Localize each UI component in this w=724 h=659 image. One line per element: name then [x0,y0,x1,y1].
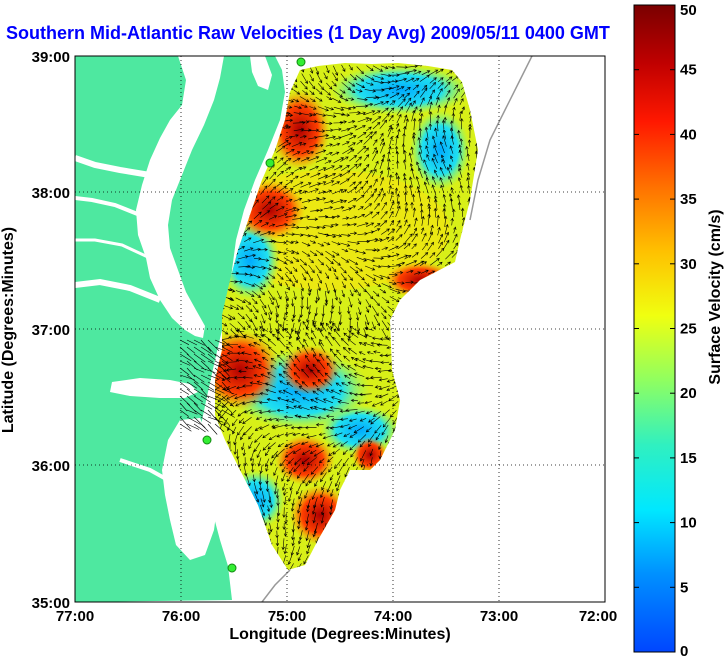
colorbar-label: Surface Velocity (cm/s) [707,209,724,384]
colorbar [633,4,676,653]
chesapeake-bay [136,56,224,338]
grid [75,56,605,602]
plot-frame [74,55,606,603]
colorbar-tick-label: 30 [680,256,697,273]
colorbar-tick-label: 25 [680,321,697,338]
x-tick-label: 72:00 [579,608,617,625]
y-axis-label: Latitude (Degrees:Minutes) [0,227,17,433]
y-tick-label: 35:00 [32,595,70,612]
colorbar-tick-label: 10 [680,515,697,532]
colorbar-ticks: 0 5 10 15 20 25 30 35 40 45 50 [634,2,697,659]
radar-station [202,435,212,445]
x-tick-label: 74:00 [374,608,412,625]
york-river [75,238,151,260]
y-tick-label: 36:00 [32,458,70,475]
colorbar-tick-label: 40 [680,126,697,143]
y-tick-label: 38:00 [32,185,70,202]
colorbar-tick-label: 5 [680,579,688,596]
rappahannock-river [75,196,141,217]
potomac-river [75,155,151,178]
radar-station [227,563,237,573]
x-tick-label: 73:00 [480,608,518,625]
x-tick-labels: 77:00 76:00 75:00 74:00 73:00 72:00 [56,608,617,625]
colorbar-tick-label: 35 [680,191,697,208]
radar-stations [202,57,306,573]
y-tick-label: 39:00 [32,49,70,66]
x-tick-label: 77:00 [56,608,94,625]
x-axis-label: Longitude (Degrees:Minutes) [229,626,450,643]
shelf-edge-line-south [261,569,291,602]
x-tick-label: 76:00 [162,608,200,625]
colorbar-tick-label: 15 [680,450,697,467]
sound-channel [119,458,169,482]
pamlico-sound [162,418,218,560]
y-tick-label: 37:00 [32,322,70,339]
delaware-bay [250,56,272,90]
radar-station [265,158,275,168]
map-title: Southern Mid-Atlantic Raw Velocities (1 … [6,23,610,43]
albemarle-sound [110,378,198,398]
y-tick-labels: 35:00 36:00 37:00 38:00 39:00 [32,49,70,612]
shelf-edge-line [469,56,533,221]
radar-station [296,57,306,67]
x-tick-label: 75:00 [268,608,306,625]
colorbar-tick-label: 0 [680,643,688,659]
colorbar-tick-label: 45 [680,62,697,79]
colorbar-tick-label: 20 [680,385,697,402]
james-river [75,278,162,303]
colorbar-tick-label: 50 [680,2,697,19]
velocity-arrow-set [179,339,235,435]
velocity-vectors [179,63,478,570]
